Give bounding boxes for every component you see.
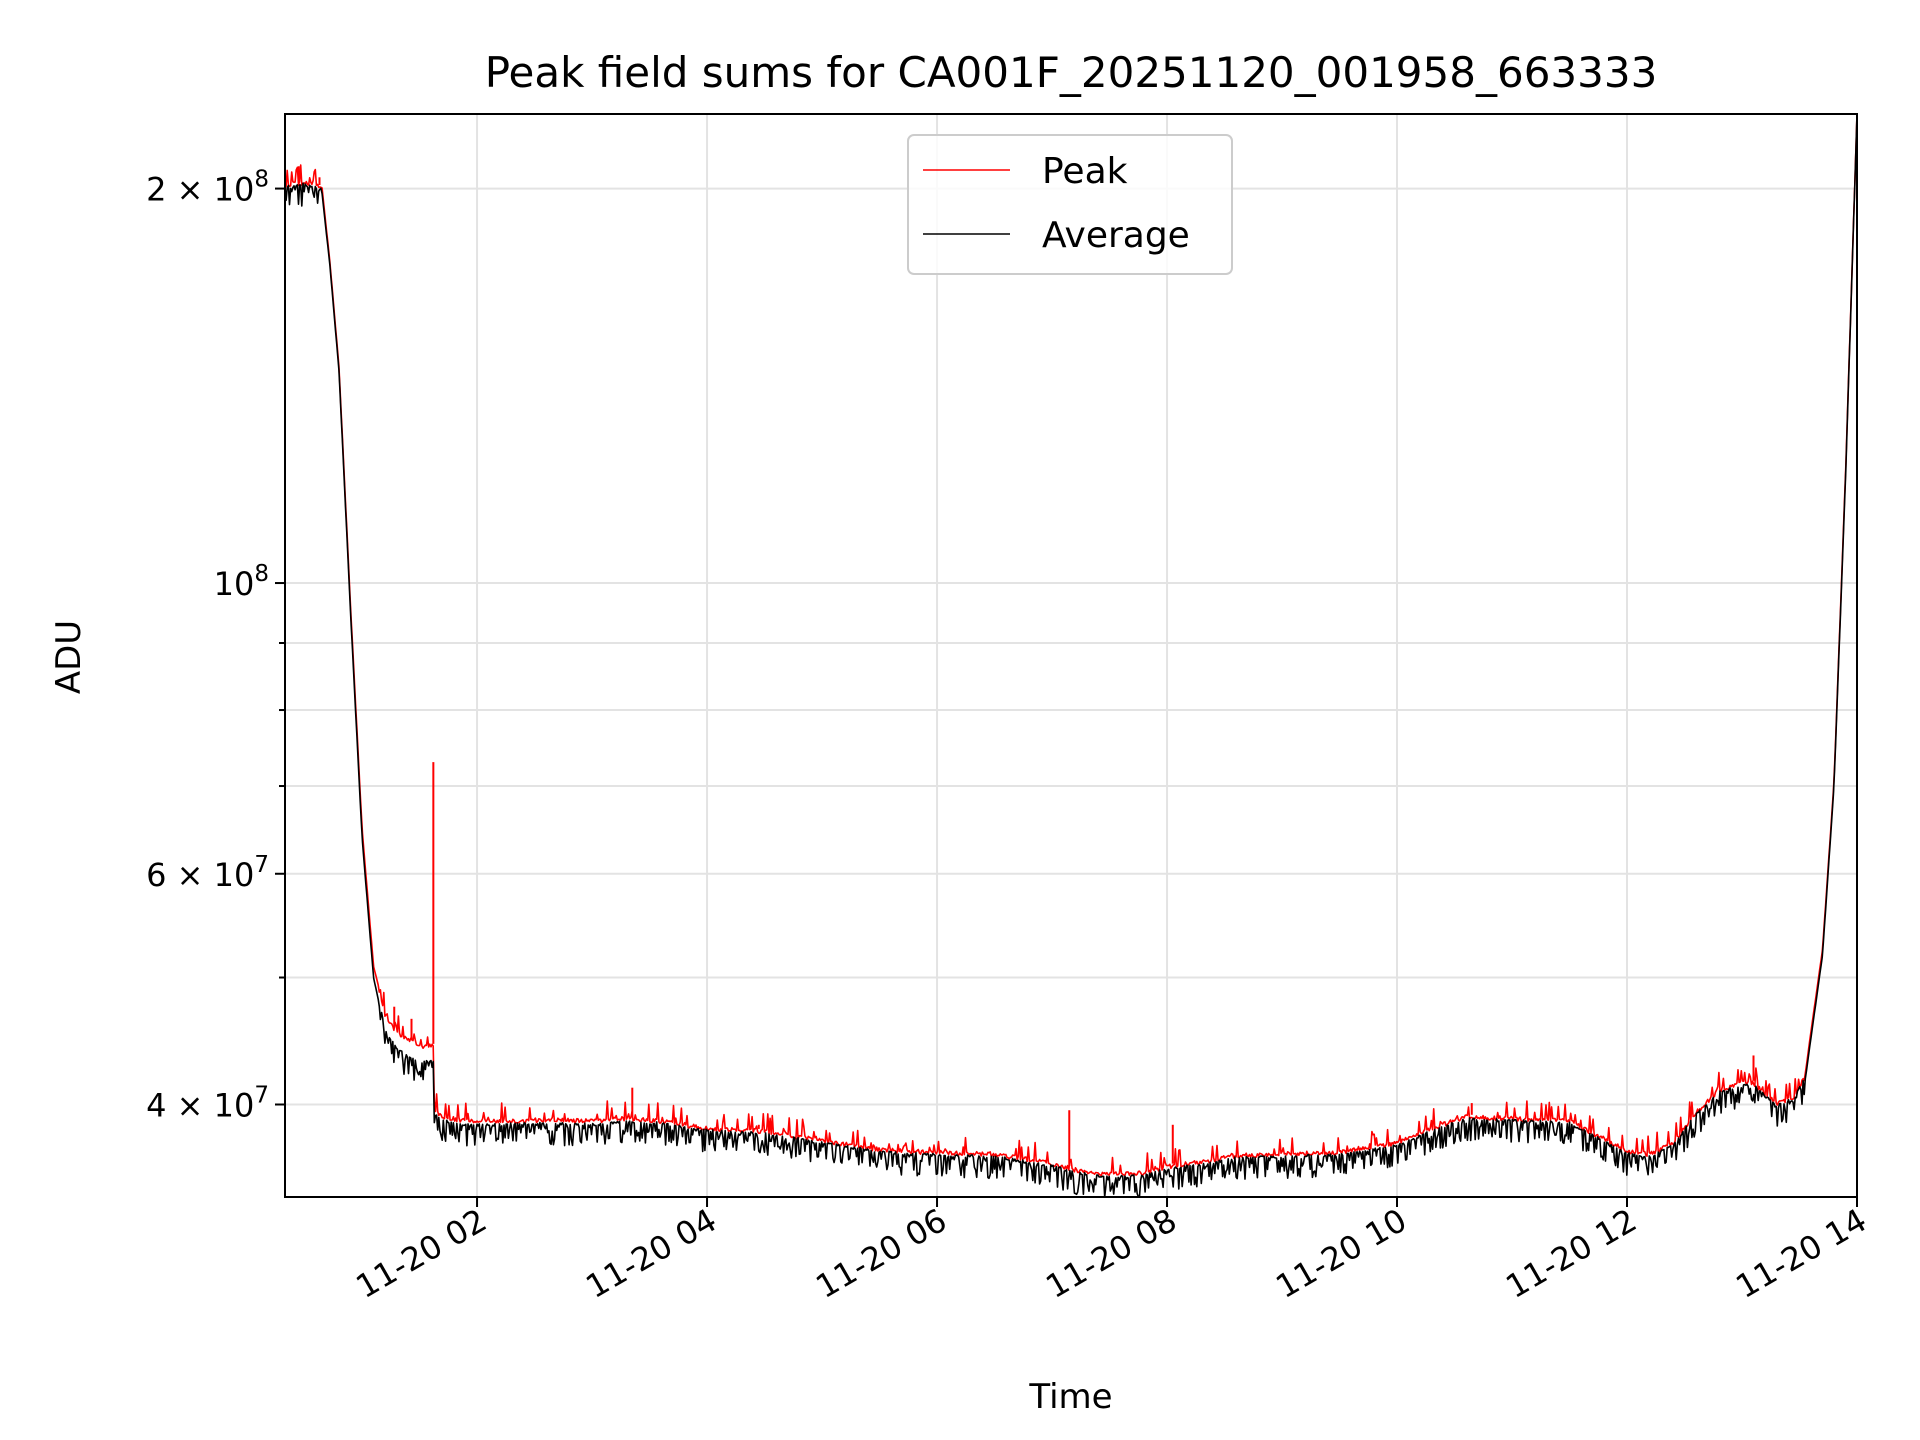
series-line-peak — [284, 113, 1858, 1177]
grid — [285, 114, 1858, 1197]
plot-series — [284, 113, 1858, 1198]
plot-frame — [284, 113, 1858, 1198]
x-axis-label: Time — [1028, 1377, 1112, 1417]
series-line-average — [284, 113, 1858, 1198]
y-tick-label: 4 × 107 — [146, 1083, 269, 1125]
chart-title: Peak field sums for CA001F_20251120_0019… — [485, 48, 1658, 97]
y-tick-label: 108 — [214, 561, 269, 603]
y-tick-label: 6 × 107 — [146, 852, 269, 894]
legend-peak-label: Peak — [1042, 151, 1128, 192]
y-axis-label: ADU — [49, 620, 89, 694]
y-tick-label: 2 × 108 — [146, 167, 269, 209]
legend: Peak Average — [907, 134, 1233, 275]
legend-average-label: Average — [1042, 215, 1190, 256]
